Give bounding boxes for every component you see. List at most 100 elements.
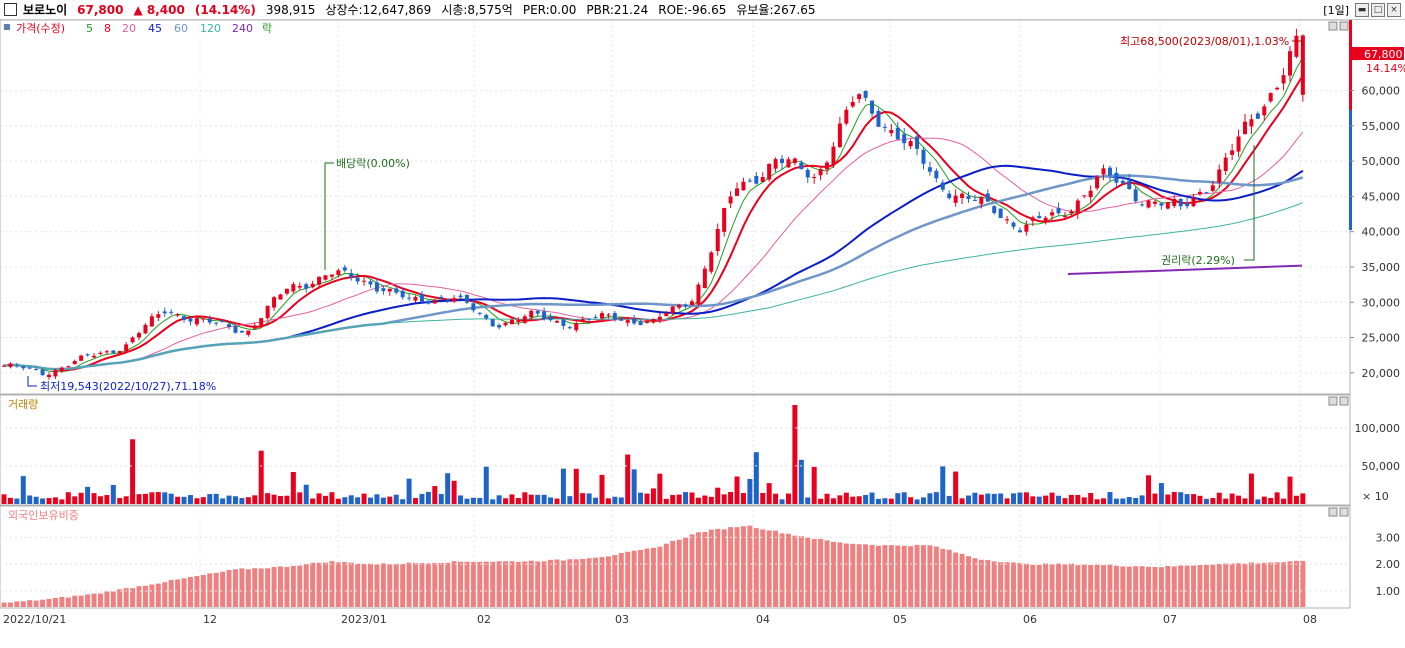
period-selector[interactable]: [1일] [1323, 4, 1349, 17]
volume-bar [14, 498, 20, 504]
candle-body [657, 316, 662, 320]
stock-chart[interactable]: 가격(수정) 5 8 20 45 60 120 240 락 거래량 외국인보유비… [0, 20, 1405, 648]
volume-axis: 100,000 50,000 [0, 422, 1400, 473]
volume-bar [933, 492, 939, 504]
candle-body [953, 195, 958, 203]
candle-body [137, 333, 142, 338]
foreign-ratio-bar [432, 562, 438, 607]
ma-line-240 [1067, 264, 1303, 276]
foreign-ratio-bar [740, 526, 746, 607]
minimize-icon[interactable]: ▬ [1355, 3, 1369, 17]
panel-close-icon[interactable] [1339, 21, 1349, 31]
candle-body [548, 316, 553, 321]
foreign-ratio-bar [747, 525, 753, 607]
candle-body [304, 284, 309, 289]
foreign-ratio-bar [612, 555, 618, 607]
foreign-ratio-bar [368, 563, 374, 607]
foreign-ratio-bar [1030, 564, 1036, 607]
date-tick-label: 05 [893, 613, 907, 626]
foreign-ratio-bar [226, 570, 232, 607]
volume-minimize-icon[interactable] [1328, 396, 1338, 406]
rights-arrow-icon [1244, 145, 1255, 261]
price-range-bar-down [1349, 110, 1352, 230]
volume-bar [1184, 494, 1190, 504]
foreign-ratio-bar [1191, 565, 1197, 607]
volume-bar [1, 494, 7, 504]
candle-body [284, 288, 289, 294]
candle-body [818, 169, 823, 176]
candle-body [902, 134, 907, 144]
candle-body [728, 196, 733, 204]
maximize-icon[interactable]: □ [1371, 3, 1385, 17]
panel-minimize-icon[interactable] [1328, 21, 1338, 31]
foreign-ratio-bar [438, 563, 444, 607]
foreign-ratio-bar [342, 561, 348, 607]
candle-body [1204, 192, 1209, 194]
foreign-ratio-bar [914, 544, 920, 607]
volume-bar [483, 466, 489, 504]
foreign-ratio-bar [863, 544, 869, 607]
foreign-ratio-bar [110, 591, 116, 607]
candle-body [413, 297, 418, 301]
candle-body [1095, 176, 1100, 189]
foreign-ratio-bar [1062, 564, 1068, 607]
volume-close-icon[interactable] [1339, 396, 1349, 406]
foreign-ratio-bar [676, 539, 682, 607]
foreign-minimize-icon[interactable] [1328, 507, 1338, 517]
foreign-close-icon[interactable] [1339, 507, 1349, 517]
foreign-ratio-bar [1023, 563, 1029, 607]
candle-body [522, 316, 527, 323]
volume-bar [734, 476, 740, 504]
volume-bar [335, 498, 341, 504]
foreign-ratio-bar [773, 530, 779, 607]
candle-body [1185, 203, 1190, 207]
panel-menu-icon[interactable] [4, 24, 10, 30]
volume-bar [515, 498, 521, 504]
candle-body [47, 374, 52, 378]
stock-name[interactable]: 보로노이 [23, 3, 68, 17]
candle-body [651, 318, 656, 323]
volume-bar [676, 494, 682, 504]
candle-body [709, 252, 714, 272]
legend-ma8: 8 [104, 22, 111, 35]
foreign-ratio-bar [40, 599, 46, 607]
candle-body [934, 170, 939, 179]
foreign-ratio-bar [239, 568, 245, 607]
volume-bar [458, 495, 464, 504]
moving-average-lines [3, 56, 1304, 373]
foreign-ratio-bar [361, 563, 367, 607]
candle-body [53, 370, 58, 377]
foreign-ratio-bar [605, 556, 611, 607]
foreign-ratio-bar [1075, 565, 1081, 607]
legend-ma45: 45 [148, 22, 162, 35]
foreign-ratio-bar [535, 561, 541, 607]
candle-body [1172, 198, 1177, 206]
volume-bar [348, 495, 354, 504]
legend-ma120: 120 [200, 22, 221, 35]
foreign-ratio-bar [1126, 566, 1132, 607]
volume-tick-label: 50,000 [1362, 460, 1401, 473]
foreign-ratio-bar [406, 562, 412, 607]
volume-bar [52, 497, 58, 504]
close-icon[interactable]: × [1387, 3, 1401, 17]
foreign-ratio-bar [560, 560, 566, 607]
foreign-ratio-bar [374, 564, 380, 607]
candle-body [445, 299, 450, 301]
candle-body [1088, 190, 1093, 198]
candle-body [207, 318, 212, 323]
foreign-ratio-bar [1, 602, 7, 607]
candle-body [117, 350, 122, 354]
current-rate-label: 14.14% [1366, 62, 1405, 75]
candle-body [1288, 51, 1292, 76]
volume-bar [470, 497, 476, 504]
candlesticks [2, 28, 1305, 380]
candle-body [278, 294, 283, 300]
price-tick-label: 60,000 [1362, 85, 1401, 98]
candle-body [773, 159, 778, 169]
pbr-value: PBR:21.24 [586, 2, 649, 17]
candle-body [124, 344, 129, 352]
candle-body [863, 90, 868, 98]
select-checkbox-icon[interactable] [4, 3, 17, 16]
foreign-ratio-bar [715, 528, 721, 607]
volume-bar [419, 493, 425, 504]
